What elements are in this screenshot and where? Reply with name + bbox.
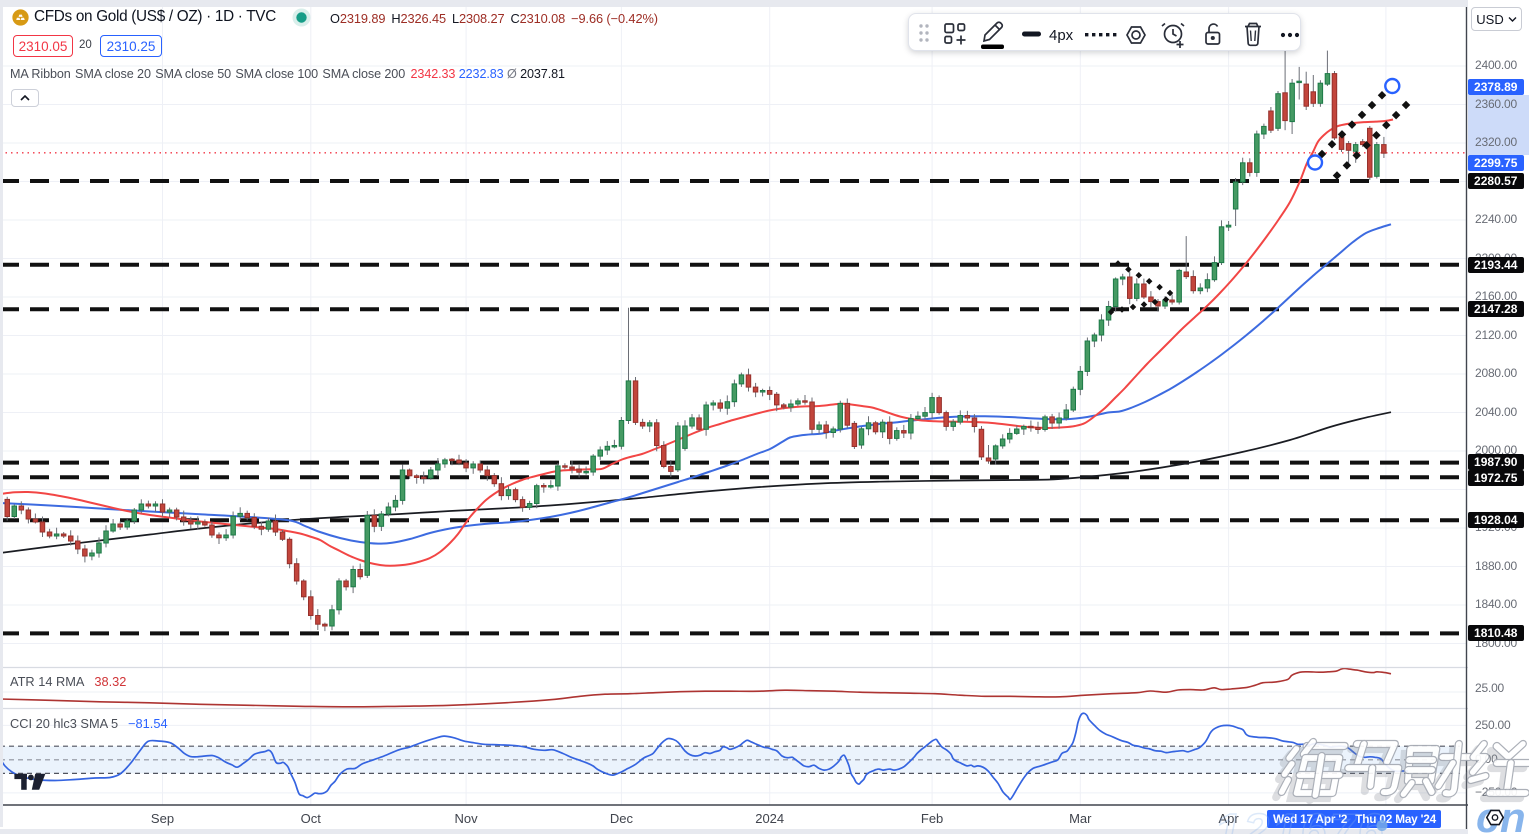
- svg-text:n: n: [1500, 794, 1526, 834]
- svg-text:4px: 4px: [1049, 27, 1074, 44]
- svg-text:121676: 121676: [1215, 804, 1387, 834]
